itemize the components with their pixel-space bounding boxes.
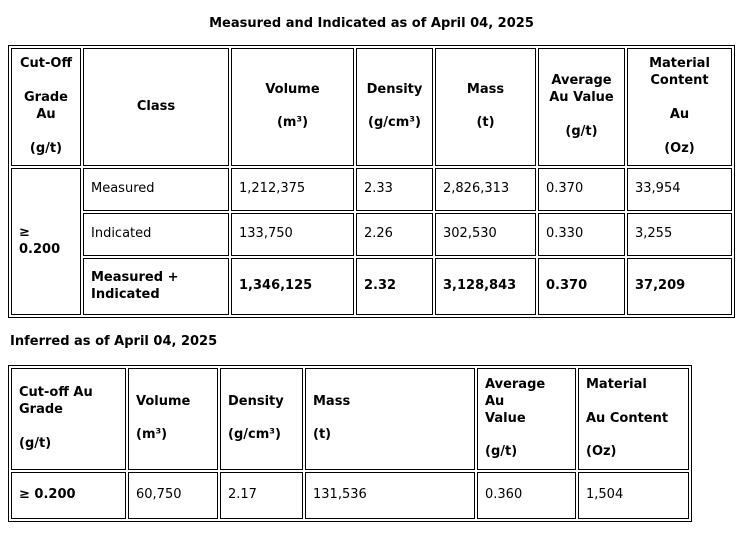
cell-inferred-avg-au: 0.360 xyxy=(477,472,576,519)
cell-measured-avg-au: 0.370 xyxy=(538,168,625,211)
header2-density: Density (g/cm³) xyxy=(220,368,303,470)
table-row-measured: ≥ 0.200 Measured 1,212,375 2.33 2,826,31… xyxy=(11,168,732,315)
cell-mi-class: Measured + Indicated xyxy=(83,258,229,315)
cell-mi-avg-au: 0.370 xyxy=(538,258,625,315)
cell-indicated-volume: 133,750 xyxy=(231,213,354,256)
cell-measured-content-oz: 33,954 xyxy=(627,168,732,211)
cell-mi-density: 2.32 xyxy=(356,258,433,315)
header2-average-au-value: Average Au Value (g/t) xyxy=(477,368,576,470)
cell-inferred-density: 2.17 xyxy=(220,472,303,519)
cell-inferred-mass: 131,536 xyxy=(305,472,475,519)
cell-indicated-avg-au: 0.330 xyxy=(538,213,625,256)
header-volume: Volume (m³) xyxy=(231,48,354,166)
header2-material-au-content: Material Au Content (Oz) xyxy=(578,368,689,470)
table1-header-row: Cut-Off Grade Au (g/t) Class Volume (m³)… xyxy=(11,48,732,166)
cell-inferred-content-oz: 1,504 xyxy=(578,472,689,519)
cell-mi-mass: 3,128,843 xyxy=(435,258,536,315)
cell-indicated-class: Indicated xyxy=(83,213,229,256)
cell-measured-volume: 1,212,375 xyxy=(231,168,354,211)
header2-cutoff-au-grade: Cut-off Au Grade (g/t) xyxy=(11,368,126,470)
cell-indicated-mass: 302,530 xyxy=(435,213,536,256)
table2-header-row: Cut-off Au Grade (g/t) Volume (m³) Densi… xyxy=(11,368,689,470)
inferred-title: Inferred as of April 04, 2025 xyxy=(10,334,218,349)
cell-mi-content-oz: 37,209 xyxy=(627,258,732,315)
cell-measured-class: Measured xyxy=(83,168,229,211)
table-row-measured-plus-indicated: Measured + Indicated 1,346,125 2.32 3,12… xyxy=(11,258,732,315)
cell-mi-volume: 1,346,125 xyxy=(231,258,354,315)
header-density: Density (g/cm³) xyxy=(356,48,433,166)
header2-mass: Mass (t) xyxy=(305,368,475,470)
measured-indicated-title: Measured and Indicated as of April 04, 2… xyxy=(209,16,534,31)
header-class: Class xyxy=(83,48,229,166)
header-cutoff-grade-au: Cut-Off Grade Au (g/t) xyxy=(11,48,81,166)
header-mass: Mass (t) xyxy=(435,48,536,166)
cell-indicated-content-oz: 3,255 xyxy=(627,213,732,256)
cell-inferred-cutoff: ≥ 0.200 xyxy=(11,472,126,519)
table-row-indicated: Indicated 133,750 2.26 302,530 0.330 3,2… xyxy=(11,213,732,256)
cell-measured-density: 2.33 xyxy=(356,168,433,211)
inferred-table: Cut-off Au Grade (g/t) Volume (m³) Densi… xyxy=(8,365,692,522)
table-row-inferred: ≥ 0.200 60,750 2.17 131,536 0.360 1,504 xyxy=(11,472,689,519)
header-material-content-au: Material Content Au (Oz) xyxy=(627,48,732,166)
cell-indicated-density: 2.26 xyxy=(356,213,433,256)
cell-measured-mass: 2,826,313 xyxy=(435,168,536,211)
header2-volume: Volume (m³) xyxy=(128,368,218,470)
measured-indicated-table: Cut-Off Grade Au (g/t) Class Volume (m³)… xyxy=(8,45,735,318)
header-average-au-value: Average Au Value (g/t) xyxy=(538,48,625,166)
cell-inferred-volume: 60,750 xyxy=(128,472,218,519)
cell-cutoff-grade: ≥ 0.200 xyxy=(11,168,81,315)
